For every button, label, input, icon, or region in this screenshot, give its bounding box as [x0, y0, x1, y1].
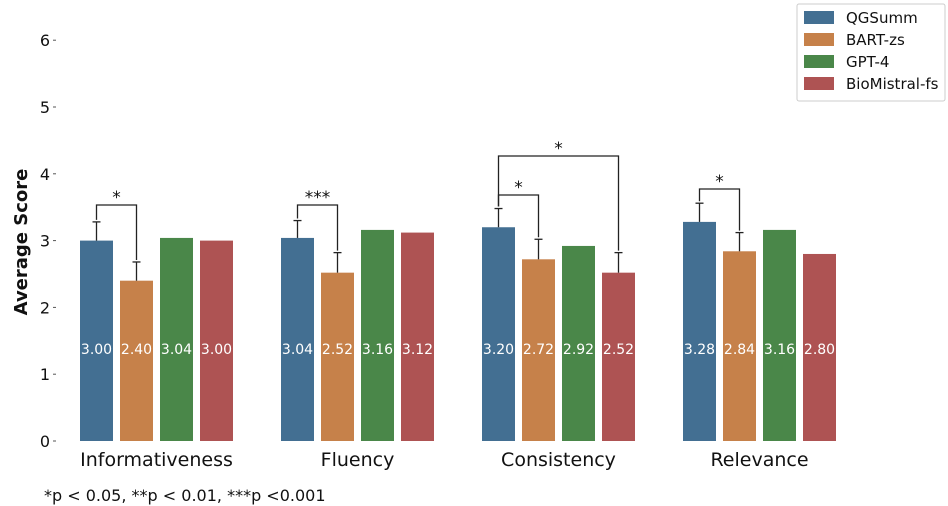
bar-value-label: 2.52: [322, 342, 353, 358]
x-category-label: Relevance: [710, 449, 808, 471]
bar-value-label: 2.52: [603, 342, 634, 358]
significance-stars: ***: [305, 188, 331, 208]
significance-stars: *: [715, 172, 724, 192]
y-tick-label: 6: [40, 31, 50, 50]
legend-swatch: [804, 55, 834, 68]
bar-value-label: 3.28: [684, 342, 715, 358]
bar-value-label: 3.16: [362, 342, 393, 358]
bar-value-label: 3.20: [483, 342, 514, 358]
legend-label: BioMistral-fs: [846, 75, 939, 93]
significance-bracket: [95, 204, 138, 260]
legend-label: GPT-4: [846, 53, 889, 71]
bar-value-label: 3.12: [402, 342, 433, 358]
significance-stars: *: [514, 178, 523, 198]
bar-qgsumm: [80, 240, 113, 441]
bar-gpt-4: [763, 229, 796, 441]
y-tick-label: 0: [40, 432, 50, 451]
bar-value-label: 3.04: [161, 342, 192, 358]
y-tick-label: 3: [40, 232, 50, 251]
y-tick-label: 5: [40, 98, 50, 117]
bar-value-label: 3.04: [282, 342, 313, 358]
bar-gpt-4: [562, 245, 595, 441]
bar-gpt-4: [160, 237, 193, 441]
bar-qgsumm: [281, 237, 314, 441]
bar-qgsumm: [683, 221, 716, 441]
bar-bart-zs: [321, 272, 354, 441]
legend-swatch: [804, 33, 834, 46]
significance-bracket: [497, 155, 620, 251]
bar-value-label: 2.84: [724, 342, 755, 358]
significance-bracket: [296, 204, 339, 251]
bar-biomistral-fs: [401, 232, 434, 441]
significance-stars: *: [554, 139, 563, 159]
bar-gpt-4: [361, 229, 394, 441]
bar-biomistral-fs: [602, 272, 635, 441]
bar-bart-zs: [522, 259, 555, 441]
bar-biomistral-fs: [803, 253, 836, 441]
bar-value-label: 2.80: [804, 342, 835, 358]
legend-swatch: [804, 11, 834, 24]
bar-value-label: 3.00: [81, 342, 112, 358]
x-category-label: Informativeness: [80, 449, 233, 471]
bar-qgsumm: [482, 227, 515, 441]
significance-stars: *: [112, 188, 121, 208]
significance-footnote: *p < 0.05, **p < 0.01, ***p <0.001: [44, 486, 326, 505]
legend-swatch: [804, 77, 834, 90]
bar-value-label: 3.16: [764, 342, 795, 358]
x-category-label: Fluency: [321, 449, 395, 471]
bar-value-label: 3.00: [201, 342, 232, 358]
bar-bart-zs: [120, 280, 153, 441]
legend-label: BART-zs: [846, 31, 905, 49]
y-tick-label: 1: [40, 365, 50, 384]
significance-bracket: [698, 188, 741, 231]
y-tick-label: 4: [40, 165, 50, 184]
y-tick-label: 2: [40, 298, 50, 317]
bar-value-label: 2.92: [563, 342, 594, 358]
legend-label: QGSumm: [846, 9, 918, 27]
bar-bart-zs: [723, 251, 756, 441]
bar-value-label: 2.72: [523, 342, 554, 358]
bar-biomistral-fs: [200, 240, 233, 441]
bar-value-label: 2.40: [121, 342, 152, 358]
legend-box: [796, 3, 946, 102]
x-category-label: Consistency: [501, 449, 616, 471]
y-axis-label: Average Score: [11, 169, 32, 316]
